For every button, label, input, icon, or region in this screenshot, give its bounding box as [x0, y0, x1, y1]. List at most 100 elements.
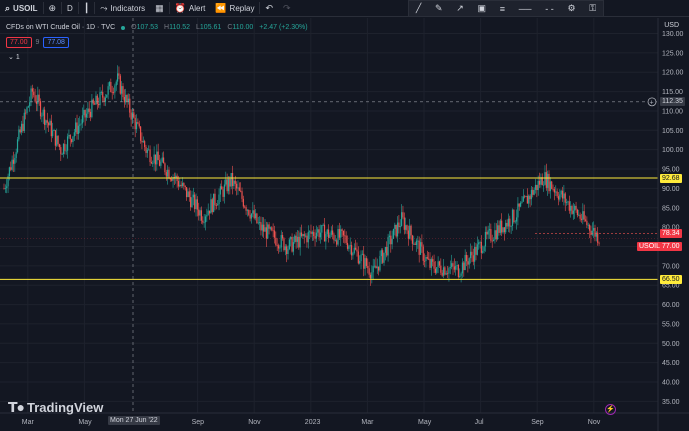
candle-body [245, 207, 247, 211]
candle-body [430, 259, 432, 268]
lock-icon[interactable]: ⚿ [589, 3, 597, 13]
candle-body [419, 242, 422, 255]
candle-body [495, 230, 497, 240]
candle-body [468, 258, 470, 265]
candle-body [215, 205, 217, 207]
candle-body [202, 220, 204, 223]
candle-body [564, 193, 566, 203]
candle-body [586, 220, 588, 226]
indicators-collapse-toggle[interactable]: ⌄ 1 [8, 53, 20, 61]
alert-button[interactable]: ⏰ Alert [170, 0, 211, 17]
candle-body [376, 266, 378, 269]
candle-body [85, 113, 88, 118]
x-tick-label: Mar [22, 419, 35, 426]
candle-body [475, 246, 477, 255]
candle-body [334, 240, 336, 242]
buy-button[interactable]: 77.08 [43, 37, 69, 48]
candle-body [56, 135, 58, 146]
candle-body [275, 237, 277, 246]
pen-icon[interactable]: ✎ [435, 3, 443, 13]
candle-body [387, 237, 389, 256]
legend-high: 110.52 [169, 24, 190, 31]
candle-body [392, 228, 395, 239]
candle-body [79, 124, 81, 126]
candle-body [337, 229, 339, 245]
templates-button[interactable]: ▦ [150, 0, 169, 17]
crosshair-price-tag: 112.35 [660, 97, 685, 107]
candle-body [48, 122, 50, 126]
candle-body [66, 136, 69, 151]
indicators-button[interactable]: ⤳ Indicators [95, 0, 150, 17]
undo-button[interactable]: ↶ [260, 0, 278, 17]
candle-body [49, 120, 51, 126]
candle-body [588, 224, 591, 231]
currency-label[interactable]: USD [664, 22, 679, 29]
replay-button[interactable]: ⏪ Replay [210, 0, 259, 17]
candle-body [272, 230, 274, 232]
candle-body [75, 122, 77, 133]
candle-body [457, 265, 459, 277]
chart-type-button[interactable]: ┃ [79, 0, 94, 17]
candle-body [411, 235, 414, 244]
legend-low: 105.61 [199, 24, 222, 31]
candle-body [359, 261, 361, 264]
symbol-search[interactable]: ⌕ USOIL [0, 0, 43, 17]
trend-line-icon[interactable]: ╱ [415, 3, 422, 13]
candle-body [303, 234, 305, 237]
candle-body [530, 189, 533, 200]
candle-body [234, 180, 236, 184]
sell-button[interactable]: 77.00 [6, 37, 32, 48]
candle-body [26, 107, 28, 113]
legend-title: CFDs on WTI Crude Oil · 1D · TVC [6, 24, 116, 31]
candle-body [12, 159, 15, 164]
price-chart[interactable]: 130.00 125.00 120.00 115.00 110.00 105.00 100.… [0, 18, 689, 431]
watermark-label: TradingView [27, 400, 104, 415]
symbol-label: USOIL [13, 3, 38, 13]
candle-body [257, 222, 259, 224]
x-tick-label: Nov [588, 419, 601, 426]
candle-body [103, 97, 105, 102]
legend-open: 107.53 [136, 24, 159, 31]
crosshair: + [0, 18, 658, 413]
candle-body [314, 236, 316, 239]
y-tick-label: 55.00 [662, 321, 680, 328]
candle-body [149, 149, 151, 163]
interval-button[interactable]: D [62, 0, 78, 17]
candle-body [532, 189, 534, 195]
ray-icon[interactable]: ↗ [456, 3, 464, 13]
candle-body [194, 194, 196, 210]
settings-icon[interactable]: ⚙ [567, 3, 576, 13]
candle-body [127, 98, 130, 102]
lightning-icon[interactable]: ⚡ [605, 404, 616, 415]
candle-body [23, 112, 25, 132]
color-swatch-icon[interactable]: ▣ [477, 3, 487, 13]
candle-body [198, 209, 200, 216]
candle-body [525, 195, 527, 197]
x-tick-label: May [78, 419, 92, 426]
candle-body [238, 187, 240, 191]
stroke-width-icon[interactable]: ≡ [499, 3, 506, 14]
candle-body [364, 258, 366, 269]
candle-body [506, 222, 508, 227]
compare-button[interactable]: ⊕ [44, 0, 62, 17]
candle-body [183, 183, 185, 186]
candle-body [288, 239, 290, 249]
candle-body [65, 150, 67, 152]
plus-icon: + [650, 99, 654, 106]
redo-button[interactable]: ↷ [278, 0, 296, 17]
candle-body [4, 188, 6, 189]
line-style-icon[interactable]: ── [518, 3, 532, 14]
candle-body [62, 143, 65, 155]
candle-body [409, 225, 411, 239]
candle-body [231, 172, 234, 187]
candle-body [448, 268, 450, 274]
candle-body [421, 242, 423, 247]
candle-body [521, 201, 523, 203]
dashed-line-icon[interactable]: - - [545, 3, 554, 14]
candle-body [432, 259, 434, 262]
candle-body [597, 232, 599, 243]
candle-body [254, 213, 257, 219]
candle-body [300, 232, 303, 237]
candle-body [548, 173, 550, 192]
candle-body [582, 211, 584, 220]
